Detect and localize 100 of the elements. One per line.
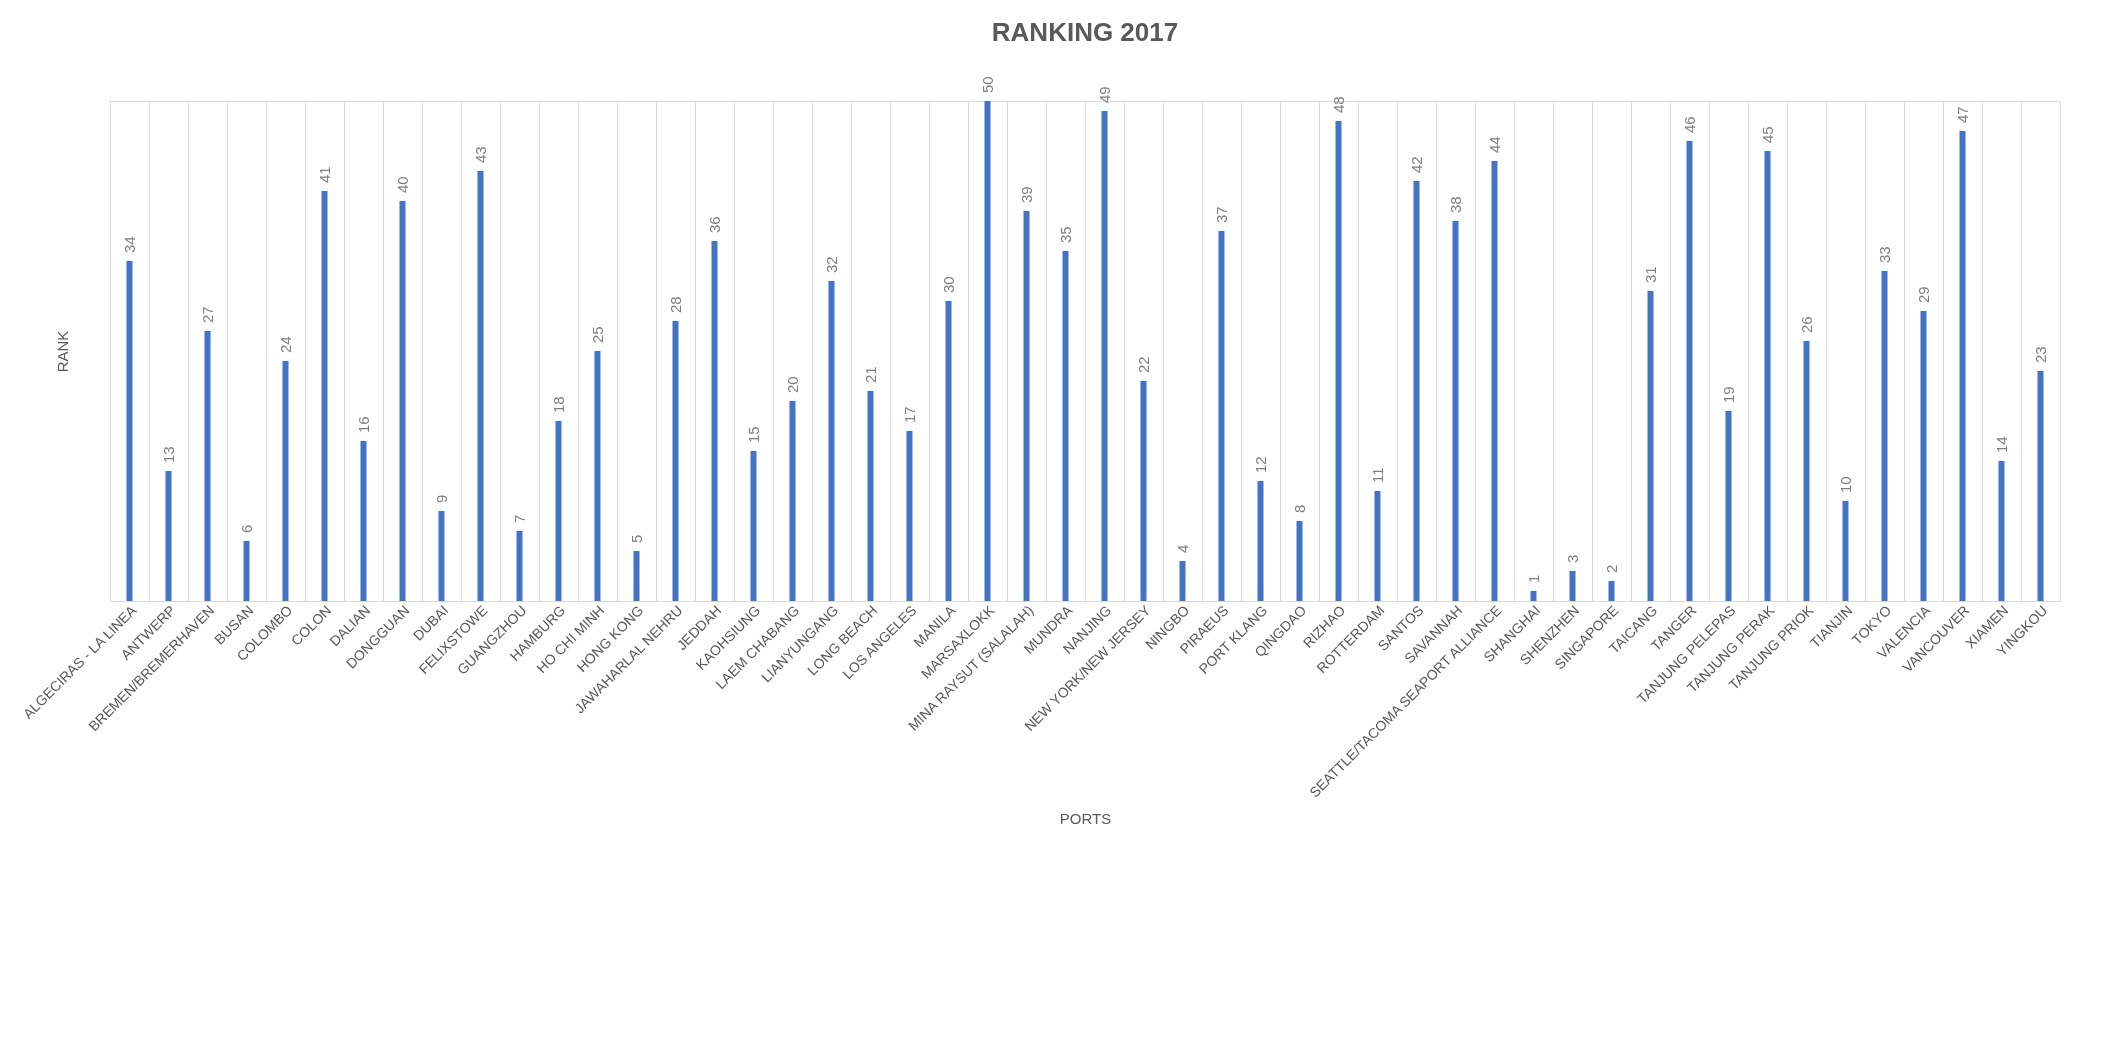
- data-label: 4: [1173, 544, 1191, 553]
- bar: [906, 431, 913, 601]
- bar: [243, 541, 250, 601]
- data-label: 36: [705, 216, 723, 233]
- bar: [2037, 371, 2044, 601]
- bar: [1062, 251, 1069, 601]
- data-label: 23: [2031, 346, 2049, 363]
- bar: [1335, 121, 1342, 601]
- data-label: 42: [1407, 156, 1425, 173]
- bar: [1608, 581, 1615, 601]
- data-label: 39: [1017, 186, 1035, 203]
- data-label: 8: [1290, 504, 1308, 513]
- bar: [204, 331, 211, 601]
- data-label: 43: [471, 146, 489, 163]
- data-label: 17: [900, 406, 918, 423]
- bar: [1179, 561, 1186, 601]
- bar: [282, 361, 289, 601]
- bar: [1413, 181, 1420, 601]
- bar: [1569, 571, 1576, 601]
- data-label: 3: [1563, 554, 1581, 563]
- bar: [1998, 461, 2005, 601]
- bar: [1725, 411, 1732, 601]
- bar: [1686, 141, 1693, 601]
- data-label: 48: [1329, 96, 1347, 113]
- data-label: 10: [1836, 476, 1854, 493]
- chart-title: RANKING 2017: [991, 17, 1179, 48]
- bar: [1023, 211, 1030, 601]
- bar: [828, 281, 835, 601]
- bar: [438, 511, 445, 601]
- bar: [1920, 311, 1927, 601]
- data-label: 41: [315, 166, 333, 183]
- data-label: 40: [393, 176, 411, 193]
- bar: [165, 471, 172, 601]
- bar: [555, 421, 562, 601]
- data-label: 29: [1914, 286, 1932, 303]
- bar: [1491, 161, 1498, 601]
- bar: [1959, 131, 1966, 601]
- bar: [633, 551, 640, 601]
- data-label: 24: [276, 336, 294, 353]
- data-label: 30: [939, 276, 957, 293]
- bar: [750, 451, 757, 601]
- bar: [1257, 481, 1264, 601]
- data-label: 35: [1056, 226, 1074, 243]
- bar: [1140, 381, 1147, 601]
- data-label: 14: [1992, 436, 2010, 453]
- bar: [789, 401, 796, 601]
- bar: [360, 441, 367, 601]
- bar: [399, 201, 406, 601]
- data-label: 1: [1524, 574, 1542, 583]
- data-label: 49: [1095, 86, 1113, 103]
- bar: [321, 191, 328, 601]
- data-label: 44: [1485, 136, 1503, 153]
- bar: [1881, 271, 1888, 601]
- data-label: 25: [588, 326, 606, 343]
- data-label: 50: [978, 76, 996, 93]
- data-label: 33: [1875, 246, 1893, 263]
- data-label: 2: [1602, 564, 1620, 573]
- data-label: 13: [159, 446, 177, 463]
- data-label: 32: [822, 256, 840, 273]
- bar: [711, 241, 718, 601]
- data-label: 19: [1719, 386, 1737, 403]
- data-label: 7: [510, 514, 528, 523]
- data-label: 5: [627, 534, 645, 543]
- bar: [1647, 291, 1654, 601]
- bar: [594, 351, 601, 601]
- bar: [984, 101, 991, 601]
- data-label: 12: [1251, 456, 1269, 473]
- data-label: 22: [1134, 356, 1152, 373]
- bar: [126, 261, 133, 601]
- x-axis-title: PORTS: [1059, 809, 1112, 827]
- bar: [1530, 591, 1537, 601]
- data-label: 16: [354, 416, 372, 433]
- data-label: 15: [744, 426, 762, 443]
- bar: [1803, 341, 1810, 601]
- bar: [1842, 501, 1849, 601]
- data-label: 46: [1680, 116, 1698, 133]
- data-label: 18: [549, 396, 567, 413]
- bar: [516, 531, 523, 601]
- bar: [945, 301, 952, 601]
- data-label: 11: [1368, 467, 1386, 483]
- data-label: 26: [1797, 316, 1815, 333]
- data-label: 20: [783, 376, 801, 393]
- data-label: 45: [1758, 126, 1776, 143]
- bar: [1374, 491, 1381, 601]
- data-label: 27: [198, 306, 216, 323]
- bar: [1218, 231, 1225, 601]
- data-label: 31: [1641, 266, 1659, 283]
- data-label: 38: [1446, 196, 1464, 213]
- y-axis-title: RANK: [53, 330, 71, 373]
- bar: [477, 171, 484, 601]
- data-label: 34: [120, 236, 138, 253]
- data-label: 37: [1212, 206, 1230, 223]
- bar: [1452, 221, 1459, 601]
- bar: [1764, 151, 1771, 601]
- data-label: 47: [1953, 106, 1971, 123]
- data-label: 9: [432, 494, 450, 503]
- data-label: 21: [861, 366, 879, 383]
- bar: [672, 321, 679, 601]
- bar: [1101, 111, 1108, 601]
- data-label: 28: [666, 296, 684, 313]
